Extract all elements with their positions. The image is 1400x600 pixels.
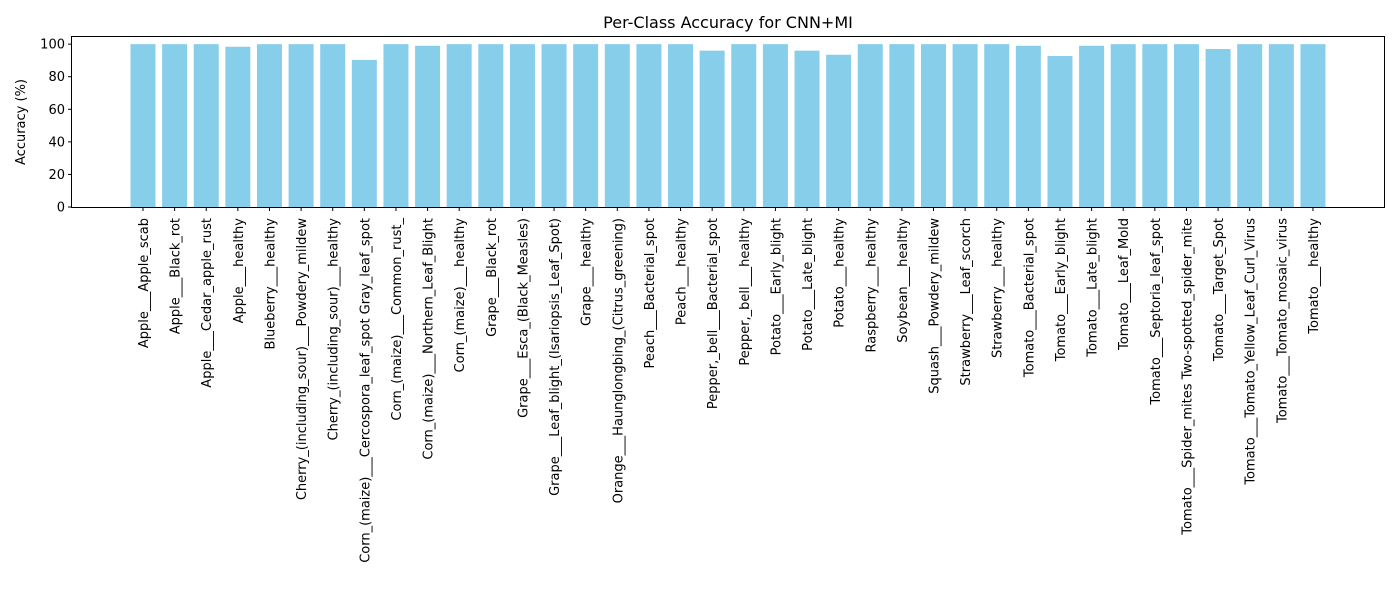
bar [857, 44, 883, 207]
bar [826, 54, 852, 208]
bar [1205, 49, 1231, 207]
x-tick-label: Cherry_(including_sour)___healthy [327, 218, 342, 441]
y-tick-label: 40 [48, 135, 65, 150]
bar [320, 44, 346, 207]
x-tick-label: Apple___Cedar_apple_rust [200, 218, 215, 388]
bar [1237, 44, 1263, 207]
x-tick-label: Blueberry___healthy [263, 218, 278, 350]
bar [446, 44, 472, 207]
bar [1142, 44, 1168, 207]
x-tick-label: Tomato___Tomato_Yellow_Leaf_Curl_Virus [1244, 218, 1259, 486]
bar [604, 44, 630, 207]
x-tick-label: Squash___Powdery_mildew [928, 218, 943, 394]
bar [1173, 44, 1199, 207]
bar [668, 44, 694, 207]
x-tick-label: Tomato___Target_Spot [1212, 218, 1227, 362]
bar [509, 44, 535, 207]
bar [573, 44, 599, 207]
bar [1079, 45, 1105, 207]
x-tick-label: Cherry_(including_sour)___Powdery_mildew [295, 218, 310, 501]
x-tick-label: Soybean___healthy [896, 218, 911, 343]
x-tick-label: Corn_(maize)___Cercospora_leaf_spot Gray… [358, 218, 373, 563]
bar [1047, 56, 1073, 207]
x-tick-label: Potato___healthy [833, 218, 848, 328]
bar [952, 44, 978, 207]
bar [1300, 44, 1326, 207]
chart-title: Per-Class Accuracy for CNN+MI [603, 13, 853, 32]
bar [130, 44, 156, 207]
y-tick-label: 80 [48, 70, 65, 85]
x-tick-label: Tomato___Bacterial_spot [1022, 218, 1037, 378]
y-axis-ticks: 0 20 40 60 80 100 [40, 38, 72, 216]
bar [478, 44, 504, 207]
bar [921, 44, 946, 207]
x-tick-label: Tomato___Leaf_Mold [1117, 218, 1132, 351]
bar [889, 44, 915, 207]
bar [256, 44, 282, 207]
bar [762, 44, 788, 207]
x-tick-label: Tomato___Septoria_leaf_spot [1149, 218, 1164, 406]
x-tick-label: Raspberry___healthy [864, 218, 879, 353]
bar [1015, 45, 1041, 207]
y-tick-label: 100 [40, 38, 65, 53]
x-tick-label: Pepper,_bell___Bacterial_spot [706, 218, 721, 409]
x-tick-label: Corn_(maize)___Common_rust_ [390, 218, 405, 421]
x-tick-label: Potato___Late_blight [801, 218, 816, 351]
plot-frame [71, 36, 1385, 208]
bar [351, 59, 377, 207]
x-tick-label: Orange___Haunglongbing_(Citrus_greening) [611, 218, 626, 503]
x-tick-label: Strawberry___Leaf_scorch [959, 218, 974, 386]
x-tick-label: Potato___Early_blight [769, 218, 784, 355]
x-tick-label: Grape___Black_rot [485, 218, 500, 337]
x-tick-label: Pepper,_bell___healthy [738, 218, 753, 366]
x-tick-label: Tomato___healthy [1307, 218, 1322, 335]
bar [288, 44, 314, 207]
x-tick-label: Grape___healthy [580, 218, 595, 326]
x-tick-label: Grape___Leaf_blight_(Isariopsis_Leaf_Spo… [548, 218, 563, 496]
x-tick-label: Peach___Bacterial_spot [643, 218, 658, 368]
x-axis-ticks: Apple___Apple_scab Apple___Black_rot Apple… [137, 207, 1322, 563]
x-tick-label: Apple___Apple_scab [137, 218, 152, 348]
x-tick-label: Apple___healthy [232, 218, 247, 324]
bar [699, 50, 725, 207]
x-tick-label: Tomato___Late_blight [1086, 218, 1101, 358]
bar [1110, 44, 1136, 207]
bar [193, 44, 219, 207]
bar [984, 44, 1010, 207]
y-axis-label: Accuracy (%) [14, 79, 29, 165]
y-tick-label: 0 [57, 201, 65, 216]
x-tick-label: Peach___healthy [675, 218, 690, 325]
x-tick-label: Tomato___Tomato_mosaic_virus [1275, 218, 1290, 424]
y-tick-label: 60 [48, 103, 65, 118]
bar [225, 46, 251, 207]
bar [731, 44, 757, 207]
bar [415, 45, 441, 207]
bar [383, 44, 409, 207]
bars-group [130, 44, 1326, 208]
x-tick-label: Corn_(maize)___Northern_Leaf_Blight [422, 218, 437, 460]
x-tick-label: Corn_(maize)___healthy [453, 218, 468, 373]
bar [1268, 44, 1294, 207]
bar [162, 44, 188, 207]
bar [541, 44, 567, 207]
x-tick-label: Grape___Esca_(Black_Measles) [516, 218, 531, 418]
y-tick-label: 20 [48, 168, 65, 183]
x-tick-label: Apple___Black_rot [169, 218, 184, 334]
x-tick-label: Tomato___Early_blight [1054, 218, 1069, 362]
bar [636, 44, 662, 207]
bar [794, 50, 820, 207]
x-tick-label: Strawberry___healthy [991, 218, 1006, 358]
x-tick-label: Tomato___Spider_mites Two-spotted_spider… [1180, 218, 1195, 536]
